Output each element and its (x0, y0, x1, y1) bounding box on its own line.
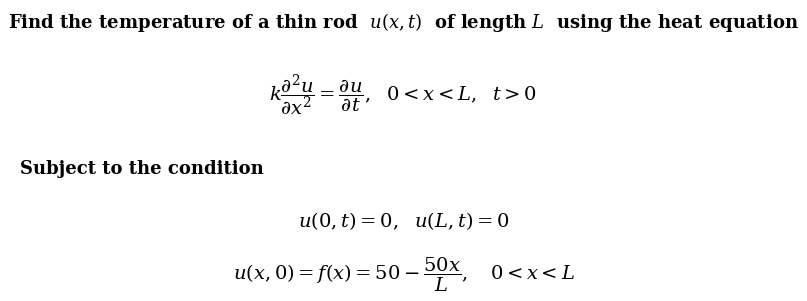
Text: $k\dfrac{\partial^2 u}{\partial x^2} = \dfrac{\partial u}{\partial t},\ \ 0 < x : $k\dfrac{\partial^2 u}{\partial x^2} = \… (270, 73, 537, 119)
Text: Find the temperature of a thin rod  $u(x,t)$  of length $L$  using the heat equa: Find the temperature of a thin rod $u(x,… (8, 11, 799, 33)
Text: $u(x,0) = f(x) = 50 - \dfrac{50x}{L},\quad 0 < x < L$: $u(x,0) = f(x) = 50 - \dfrac{50x}{L},\qu… (232, 256, 575, 294)
Text: Subject to the condition: Subject to the condition (20, 160, 264, 178)
Text: $u(0,t) = 0,\ \ u(L,t) = 0$: $u(0,t) = 0,\ \ u(L,t) = 0$ (298, 210, 509, 232)
